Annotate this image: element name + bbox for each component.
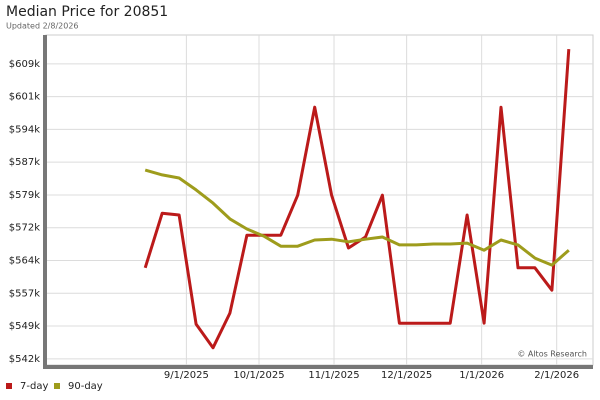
y-tick-label: $557k — [9, 288, 40, 299]
y-tick-label: $542k — [9, 354, 40, 365]
y-axis-bar — [43, 35, 47, 369]
x-tick-label: 12/1/2025 — [381, 370, 432, 381]
x-tick-label: 11/1/2025 — [308, 370, 359, 381]
x-tick-label: 10/1/2025 — [233, 370, 284, 381]
y-tick-label: $572k — [9, 223, 40, 234]
x-axis-bar — [43, 365, 593, 369]
x-tick-label: 2/1/2026 — [534, 370, 579, 381]
y-tick-label: $587k — [9, 157, 40, 168]
series-line — [144, 168, 570, 267]
y-tick-label: $564k — [9, 256, 40, 267]
chart-subtitle: Updated 2/8/2026 — [6, 22, 79, 31]
legend-label: 90-day — [68, 381, 103, 392]
y-tick-label: $601k — [9, 92, 40, 103]
x-tick-label: 1/1/2026 — [459, 370, 504, 381]
legend-label: 7-day — [20, 381, 48, 392]
plot-area — [45, 34, 594, 366]
y-tick-label: $549k — [9, 321, 40, 332]
series-line — [143, 48, 571, 350]
y-tick-label: $579k — [9, 190, 40, 201]
y-tick-label: $609k — [9, 59, 40, 70]
y-tick-label: $594k — [9, 124, 40, 135]
legend-swatch — [6, 383, 12, 389]
chart-title: Median Price for 20851 — [6, 4, 168, 20]
legend-swatch — [54, 383, 60, 389]
x-tick-label: 9/1/2025 — [164, 370, 209, 381]
annotation: © Altos Research — [517, 350, 587, 359]
